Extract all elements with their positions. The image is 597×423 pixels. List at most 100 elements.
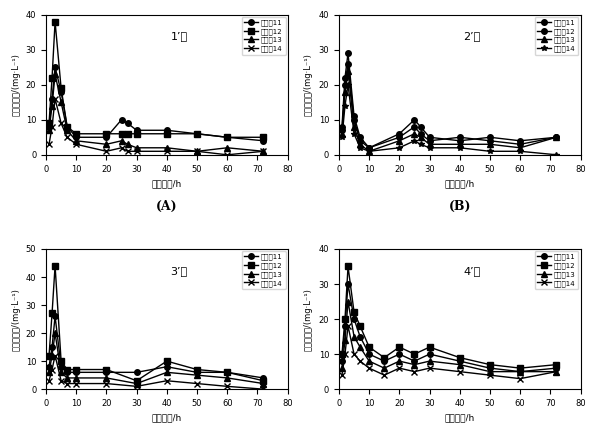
出水口13 [341, 89, 349, 94]
出水口12 [341, 75, 349, 80]
出水口13 [338, 131, 346, 136]
出水口14 [57, 378, 64, 383]
出水口13 [365, 359, 373, 364]
出水口14 [73, 381, 80, 386]
出水口12 [396, 345, 403, 350]
出水口11 [63, 370, 70, 375]
出水口13 [133, 145, 140, 150]
Y-axis label: 纤态氮浓度/(mg·L⁻¹): 纤态氮浓度/(mg·L⁻¹) [304, 53, 313, 116]
出水口11 [133, 370, 140, 375]
出水口11 [350, 316, 358, 321]
出水口14 [338, 373, 346, 378]
出水口14 [356, 359, 364, 364]
出水口14 [193, 149, 201, 154]
出水口14 [350, 352, 358, 357]
出水口13 [487, 142, 494, 147]
Legend: 出水口11, 出水口12, 出水口13, 出水口14: 出水口11, 出水口12, 出水口13, 出水口14 [242, 251, 285, 289]
出水口14 [133, 149, 140, 154]
出水口14 [487, 373, 494, 378]
出水口13 [57, 100, 64, 105]
出水口12 [341, 316, 349, 321]
出水口11 [338, 359, 346, 364]
Line: 出水口14: 出水口14 [339, 323, 559, 382]
出水口14 [48, 367, 56, 372]
出水口13 [456, 142, 463, 147]
出水口13 [73, 375, 80, 380]
出水口13 [124, 142, 131, 147]
出水口11 [381, 359, 388, 364]
出水口11 [57, 89, 64, 94]
Text: 2’柱: 2’柱 [463, 31, 481, 41]
出水口13 [48, 353, 56, 358]
出水口11 [103, 135, 110, 140]
出水口11 [487, 138, 494, 143]
出水口13 [356, 142, 364, 147]
Text: (B): (B) [448, 200, 471, 213]
出水口12 [57, 359, 64, 364]
出水口11 [341, 324, 349, 329]
出水口13 [45, 370, 53, 375]
出水口11 [411, 124, 418, 129]
出水口14 [73, 142, 80, 147]
出水口13 [260, 149, 267, 154]
出水口13 [51, 71, 59, 77]
X-axis label: 运行时间/h: 运行时间/h [445, 413, 475, 423]
出水口11 [344, 281, 352, 286]
出水口11 [553, 365, 560, 371]
出水口14 [365, 149, 373, 154]
出水口13 [516, 369, 524, 374]
出水口12 [396, 131, 403, 136]
出水口11 [133, 128, 140, 133]
出水口13 [411, 131, 418, 136]
出水口11 [426, 352, 433, 357]
出水口12 [103, 367, 110, 372]
出水口14 [163, 378, 170, 383]
出水口11 [260, 138, 267, 143]
出水口11 [163, 128, 170, 133]
出水口12 [365, 345, 373, 350]
Line: 出水口13: 出水口13 [46, 71, 266, 154]
出水口12 [344, 51, 352, 56]
X-axis label: 运行时间/h: 运行时间/h [152, 413, 182, 423]
Text: 4’柱: 4’柱 [463, 266, 481, 276]
出水口11 [224, 370, 231, 375]
出水口11 [260, 375, 267, 380]
出水口11 [344, 61, 352, 66]
出水口13 [163, 370, 170, 375]
出水口12 [417, 124, 424, 129]
出水口13 [103, 142, 110, 147]
出水口11 [224, 135, 231, 140]
出水口12 [381, 355, 388, 360]
出水口13 [103, 375, 110, 380]
X-axis label: 运行时间/h: 运行时间/h [152, 179, 182, 188]
出水口13 [224, 145, 231, 150]
出水口14 [516, 149, 524, 154]
出水口14 [103, 149, 110, 154]
出水口13 [396, 138, 403, 143]
出水口13 [411, 362, 418, 367]
出水口11 [73, 370, 80, 375]
出水口13 [118, 138, 125, 143]
出水口13 [344, 299, 352, 304]
出水口12 [103, 131, 110, 136]
出水口12 [163, 131, 170, 136]
出水口12 [133, 131, 140, 136]
出水口12 [411, 352, 418, 357]
出水口14 [48, 124, 56, 129]
出水口14 [344, 82, 352, 87]
出水口14 [260, 149, 267, 154]
出水口12 [193, 367, 201, 372]
出水口11 [516, 142, 524, 147]
出水口11 [396, 352, 403, 357]
出水口12 [516, 138, 524, 143]
出水口13 [73, 138, 80, 143]
出水口12 [260, 135, 267, 140]
出水口12 [516, 365, 524, 371]
出水口11 [356, 138, 364, 143]
出水口14 [487, 149, 494, 154]
出水口14 [224, 384, 231, 389]
出水口14 [103, 381, 110, 386]
出水口13 [341, 338, 349, 343]
出水口14 [260, 387, 267, 392]
出水口11 [356, 334, 364, 339]
